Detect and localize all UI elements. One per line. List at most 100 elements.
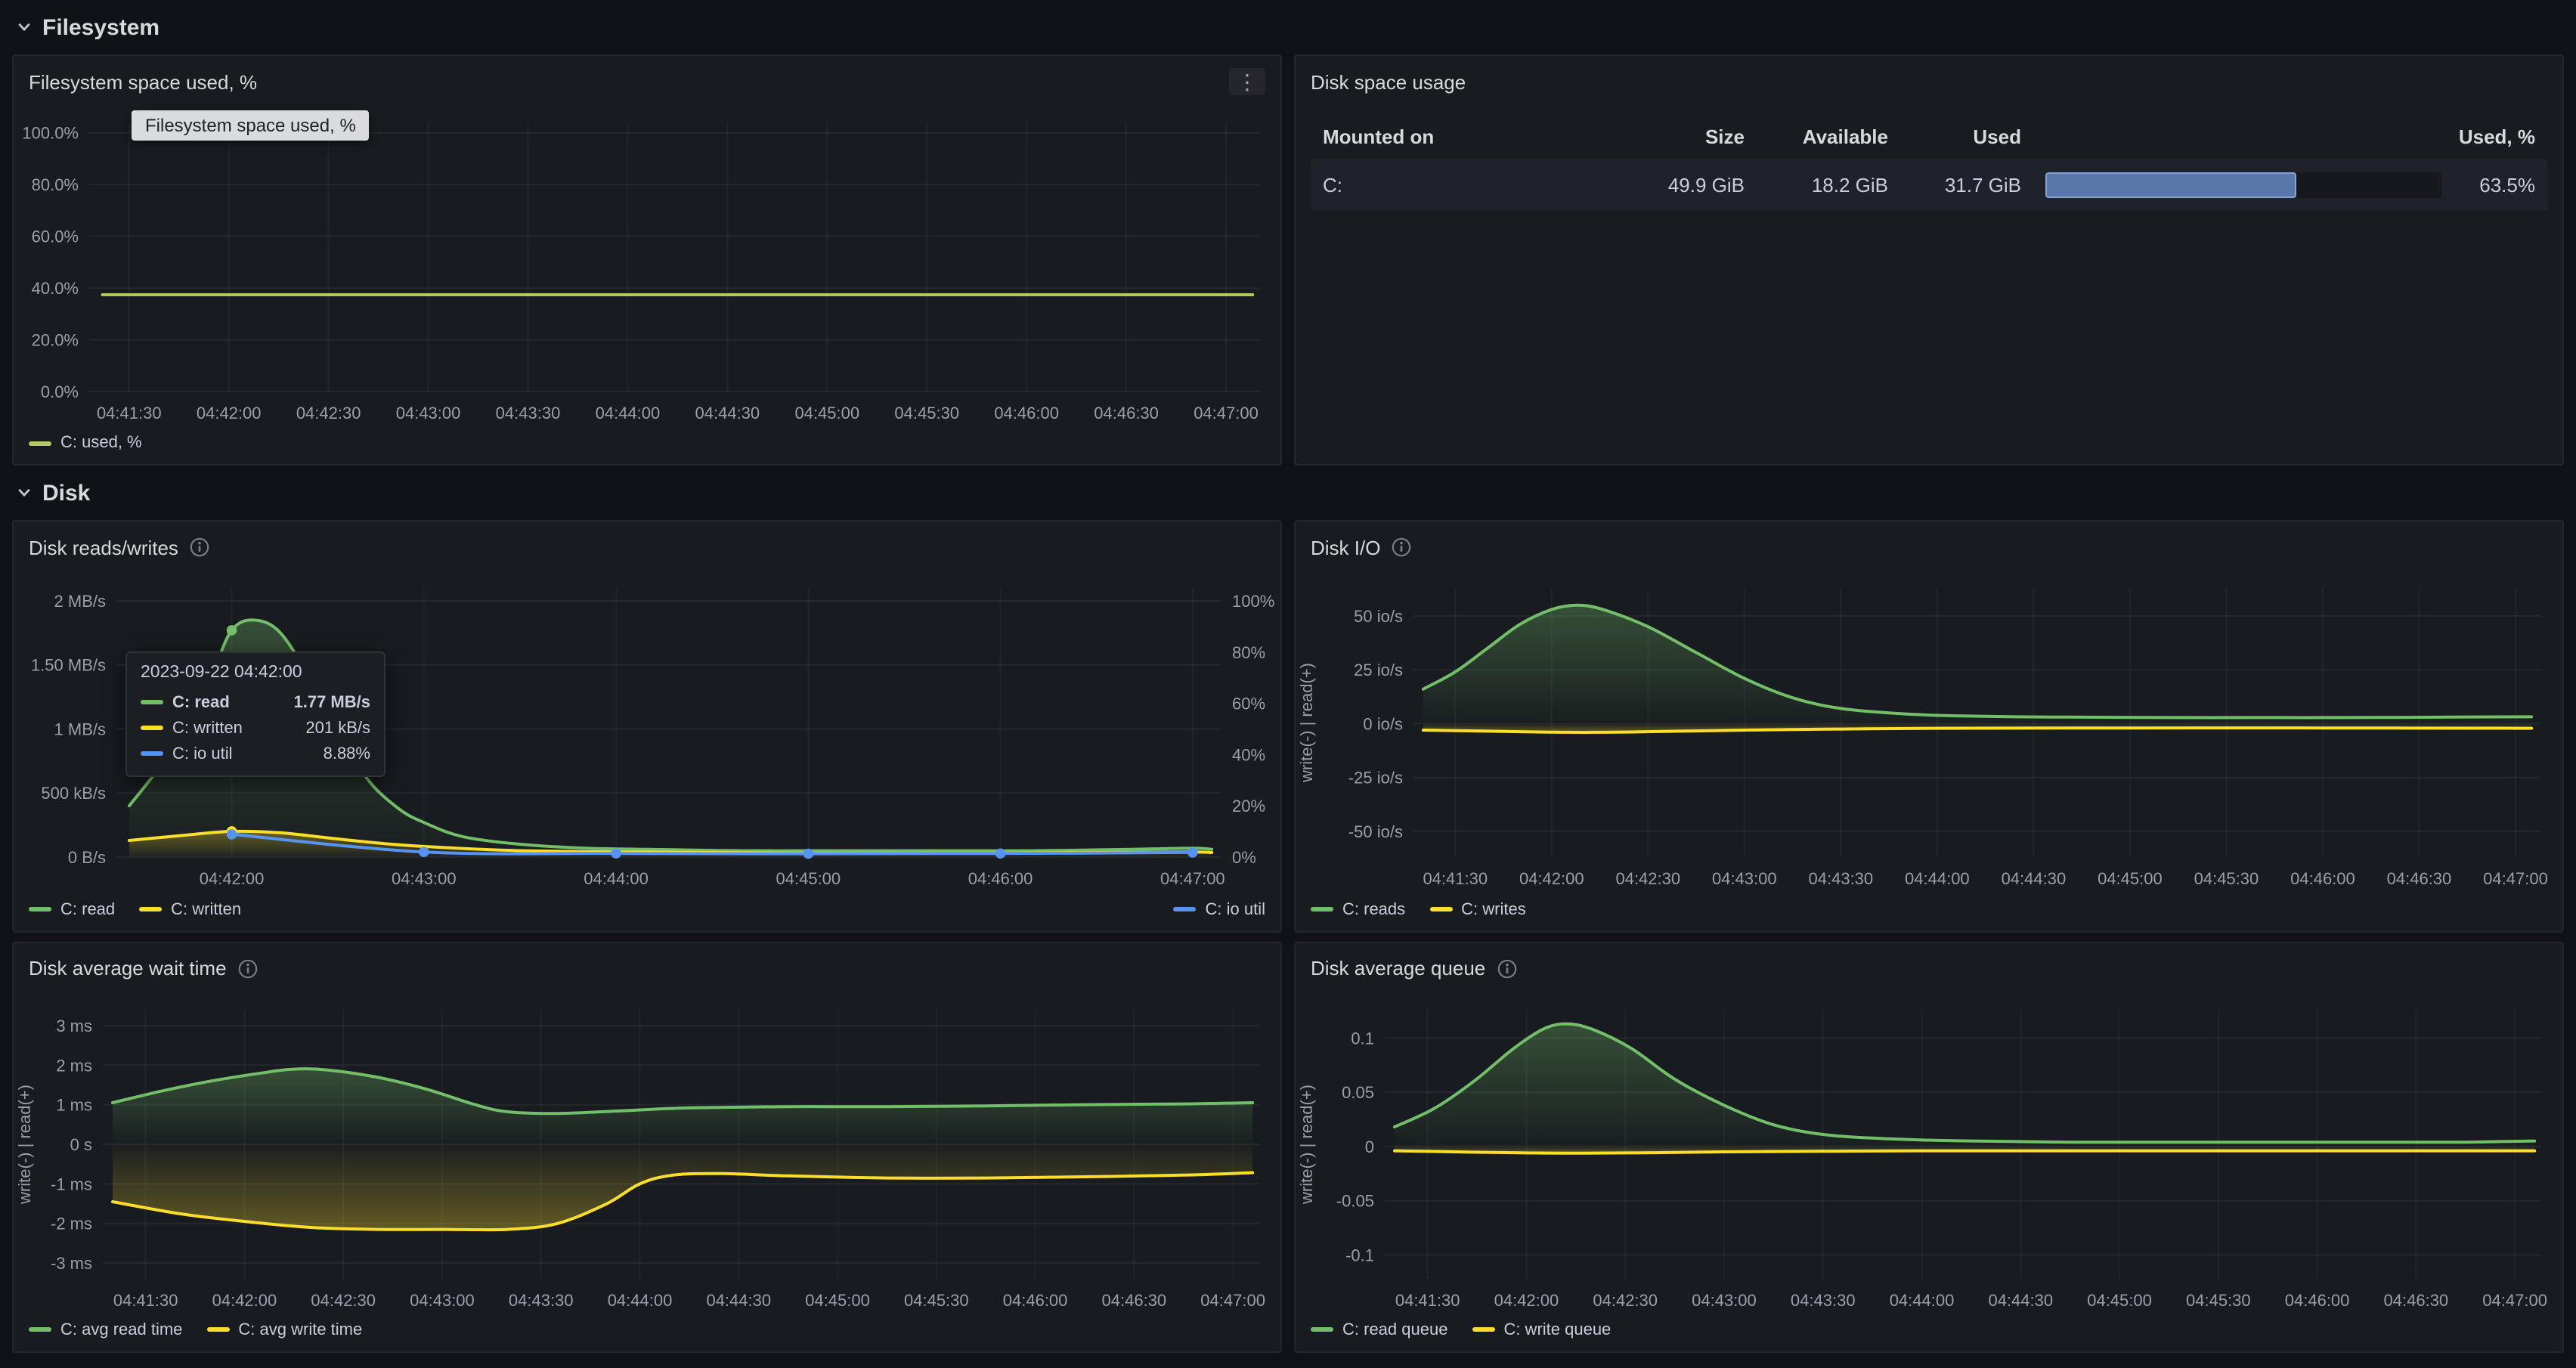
svg-text:0.1: 0.1 <box>1351 1029 1374 1048</box>
legend-label: C: avg read time <box>60 1320 183 1339</box>
legend-item[interactable]: C: avg write time <box>206 1321 362 1339</box>
legend-item[interactable]: C: written <box>139 900 241 918</box>
column-header-available[interactable]: Available <box>1802 125 1888 147</box>
chart-tooltip: 2023-09-22 04:42:00 C: read 1.77 MB/s C:… <box>125 652 385 778</box>
legend-item[interactable]: C: writes <box>1429 900 1526 918</box>
svg-text:-0.05: -0.05 <box>1336 1191 1374 1210</box>
svg-text:04:42:00: 04:42:00 <box>200 870 265 889</box>
svg-text:04:42:00: 04:42:00 <box>1494 1290 1559 1309</box>
series-swatch-icon <box>29 1327 51 1332</box>
panel-header[interactable]: Disk space usage <box>1296 56 2562 107</box>
row-header-filesystem[interactable]: Filesystem <box>12 9 2564 45</box>
row-title: Disk <box>42 480 91 506</box>
svg-text:04:42:00: 04:42:00 <box>212 1290 277 1309</box>
svg-text:1.50 MB/s: 1.50 MB/s <box>31 656 106 675</box>
svg-text:04:43:30: 04:43:30 <box>496 404 561 422</box>
panel-menu-icon[interactable]: ⋮ <box>1229 67 1265 96</box>
legend-item[interactable]: C: reads <box>1311 900 1405 918</box>
disk-reads-writes-chart[interactable]: 2023-09-22 04:42:00 C: read 1.77 MB/s C:… <box>14 574 1280 898</box>
disk-io-chart[interactable]: -50 io/s -25 io/s 0 io/s 25 io/s 50 io/s 04:4… <box>1296 574 2562 898</box>
series-swatch-icon <box>29 907 51 912</box>
chevron-down-icon <box>15 18 33 36</box>
cell-used-pct: 63.5% <box>2033 172 2547 197</box>
svg-text:04:41:30: 04:41:30 <box>113 1290 178 1309</box>
series-swatch-icon <box>1311 1327 1333 1332</box>
svg-text:04:43:00: 04:43:00 <box>392 870 457 889</box>
legend-item[interactable]: C: read queue <box>1311 1321 1447 1339</box>
row-disk-panels-1: Disk reads/writes 2023-09-22 04:42:00 C:… <box>12 520 2564 933</box>
panel-header[interactable]: Disk reads/writes <box>14 522 1280 574</box>
svg-text:04:42:30: 04:42:30 <box>1593 1290 1658 1309</box>
legend: C: reads C: writes <box>1296 897 2562 930</box>
info-icon[interactable] <box>189 537 210 559</box>
svg-text:-2 ms: -2 ms <box>51 1214 92 1233</box>
tooltip-series-value: 201 kB/s <box>305 719 370 738</box>
info-icon[interactable] <box>237 958 259 979</box>
legend-label: C: read <box>60 900 116 919</box>
svg-text:0: 0 <box>1365 1137 1374 1156</box>
svg-text:04:47:00: 04:47:00 <box>1200 1290 1265 1309</box>
svg-text:04:46:30: 04:46:30 <box>1102 1290 1167 1309</box>
svg-text:0%: 0% <box>1232 849 1256 868</box>
column-header-used[interactable]: Used <box>1973 125 2021 147</box>
legend-item[interactable]: C: io util <box>1173 900 1265 918</box>
svg-text:04:45:00: 04:45:00 <box>794 404 859 422</box>
svg-text:-50 io/s: -50 io/s <box>1348 822 1403 841</box>
cell-mounted-on: C: <box>1323 173 1342 196</box>
svg-text:20%: 20% <box>1232 797 1265 816</box>
svg-text:04:44:00: 04:44:00 <box>1905 870 1970 889</box>
info-icon[interactable] <box>1391 537 1412 559</box>
column-header-size[interactable]: Size <box>1704 125 1745 147</box>
svg-text:04:42:00: 04:42:00 <box>197 404 262 422</box>
legend-item[interactable]: C: write queue <box>1472 1321 1611 1339</box>
panel-header[interactable]: Disk average wait time <box>14 942 1280 994</box>
panel-title: Filesystem space used, % <box>29 70 258 93</box>
svg-text:04:45:30: 04:45:30 <box>2194 870 2259 889</box>
svg-text:0 s: 0 s <box>70 1134 92 1153</box>
panel-header[interactable]: Disk average queue <box>1296 942 2562 994</box>
svg-text:1 MB/s: 1 MB/s <box>54 720 106 739</box>
legend: C: read queue C: write queue <box>1296 1318 2562 1351</box>
tooltip-row: C: read 1.77 MB/s <box>141 690 370 716</box>
svg-text:04:44:00: 04:44:00 <box>608 1290 673 1309</box>
series-swatch-icon <box>29 441 51 446</box>
svg-text:write(-) | read(+): write(-) | read(+) <box>1297 1084 1316 1204</box>
svg-text:0.05: 0.05 <box>1342 1082 1374 1101</box>
tooltip-series-name: C: read <box>172 693 230 712</box>
panel-disk-reads-writes: Disk reads/writes 2023-09-22 04:42:00 C:… <box>12 520 1282 933</box>
legend-item[interactable]: C: used, % <box>29 435 142 453</box>
svg-text:04:46:00: 04:46:00 <box>968 870 1033 889</box>
disk-average-queue-chart[interactable]: -0.1 -0.05 0 0.05 0.1 04:41:30 04:42:00 04:42:3… <box>1296 994 2562 1318</box>
row-header-disk[interactable]: Disk <box>12 475 2564 512</box>
panel-title: Disk average wait time <box>29 957 227 980</box>
tooltip-series-name: C: io util <box>172 744 233 763</box>
svg-text:0.0%: 0.0% <box>41 382 79 401</box>
series-swatch-icon <box>139 907 163 912</box>
panel-title: Disk reads/writes <box>29 536 178 559</box>
svg-text:04:44:30: 04:44:30 <box>706 1290 771 1309</box>
info-icon[interactable] <box>1496 958 1517 979</box>
column-header-used-pct[interactable]: Used, % <box>2458 125 2535 147</box>
filesystem-used-chart[interactable]: Filesystem space used, % 0.0% 20.0% 40.0% 6… <box>14 107 1280 432</box>
svg-text:04:46:00: 04:46:00 <box>994 404 1059 422</box>
svg-text:04:43:00: 04:43:00 <box>1712 870 1777 889</box>
svg-text:04:45:00: 04:45:00 <box>776 870 841 889</box>
svg-text:04:46:00: 04:46:00 <box>2290 870 2355 889</box>
tooltip-timestamp: 2023-09-22 04:42:00 <box>141 664 302 682</box>
panel-header[interactable]: Disk I/O <box>1296 522 2562 574</box>
legend-item[interactable]: C: read <box>29 900 115 918</box>
column-header-mounted-on[interactable]: Mounted on <box>1323 125 1435 147</box>
panel-title: Disk space usage <box>1311 70 1466 93</box>
disk-average-wait-time-chart[interactable]: -3 ms -2 ms -1 ms 0 s 1 ms 2 ms 3 ms 04:41:30 04… <box>14 994 1280 1318</box>
panel-header[interactable]: Filesystem space used, % ⋮ <box>14 56 1280 107</box>
legend-label: C: read queue <box>1342 1320 1448 1339</box>
legend-item[interactable]: C: avg read time <box>29 1321 182 1339</box>
svg-text:-25 io/s: -25 io/s <box>1348 769 1403 788</box>
series-swatch-icon <box>1429 907 1453 912</box>
gauge-value: 63.5% <box>2479 173 2535 196</box>
tooltip-row: C: written 201 kB/s <box>141 716 370 741</box>
svg-text:04:43:00: 04:43:00 <box>1692 1290 1757 1309</box>
svg-text:80.0%: 80.0% <box>32 175 79 194</box>
svg-text:04:46:30: 04:46:30 <box>2387 870 2452 889</box>
